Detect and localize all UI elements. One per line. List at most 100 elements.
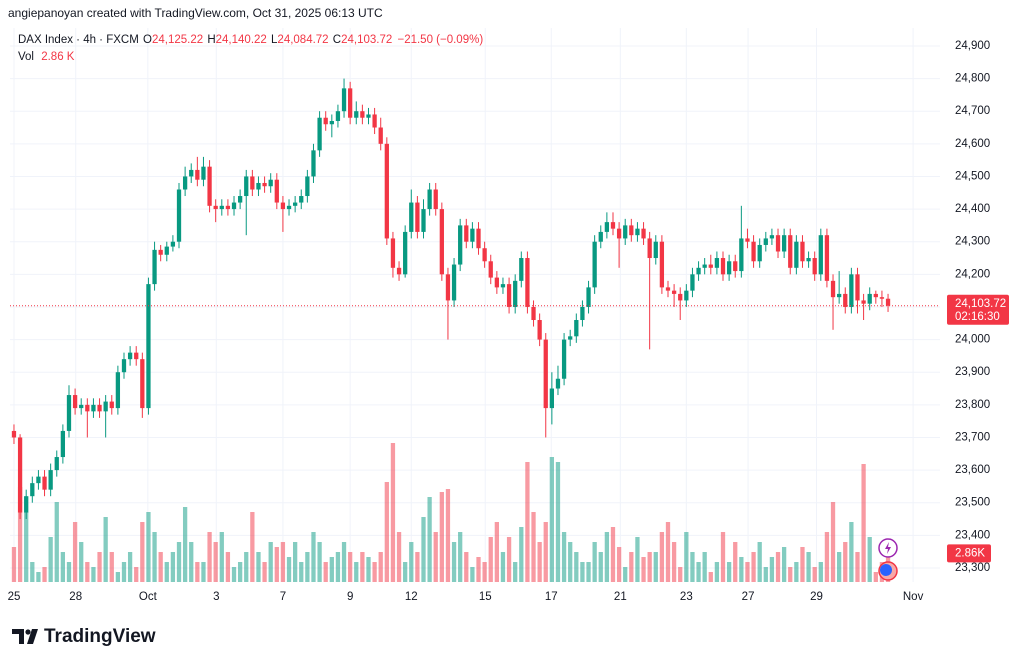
candle-body bbox=[335, 111, 341, 121]
volume-bar bbox=[24, 512, 29, 582]
candle-body bbox=[513, 280, 518, 307]
volume-bar bbox=[543, 522, 548, 582]
volume-bar bbox=[458, 532, 463, 582]
candle-body bbox=[763, 238, 768, 245]
volume-bar bbox=[445, 489, 451, 582]
legend-l: 24,084.72 bbox=[277, 34, 328, 46]
candle-body bbox=[274, 179, 279, 203]
candle-body bbox=[127, 352, 133, 360]
volume-bar bbox=[506, 537, 512, 582]
volume-bar bbox=[671, 542, 677, 582]
volume-bar bbox=[348, 552, 353, 582]
volume-bar bbox=[244, 552, 249, 582]
candle-body bbox=[769, 235, 775, 239]
volume-bar bbox=[684, 532, 689, 582]
candle-body bbox=[170, 241, 176, 247]
volume-bar bbox=[629, 552, 634, 582]
candle-body bbox=[121, 359, 127, 373]
volume-bar bbox=[335, 552, 341, 582]
volume-bar bbox=[305, 552, 310, 582]
y-tick-label: 23,800 bbox=[955, 399, 990, 411]
volume-bar bbox=[464, 552, 469, 582]
candle-body bbox=[189, 169, 194, 177]
legend-change: −21.50 (−0.09%) bbox=[397, 34, 483, 46]
candle-body bbox=[305, 176, 310, 197]
x-tick-label: 27 bbox=[742, 591, 755, 603]
y-tick-label: 23,500 bbox=[955, 497, 990, 509]
volume-bar bbox=[696, 562, 701, 582]
legend-symbol: DAX Index · 4h · FXCM bbox=[18, 34, 139, 46]
candle-body bbox=[586, 287, 591, 307]
candle-body bbox=[237, 196, 243, 203]
volume-bar bbox=[604, 532, 610, 582]
volume-bar bbox=[189, 542, 194, 582]
volume-bar bbox=[378, 552, 383, 582]
candle-body bbox=[445, 274, 451, 301]
candle-body bbox=[598, 231, 603, 242]
candle-body bbox=[36, 476, 41, 484]
volume-bar bbox=[54, 502, 59, 582]
volume-bar bbox=[170, 552, 176, 582]
candle-body bbox=[849, 274, 854, 307]
volume-bar bbox=[42, 567, 47, 582]
volume-bar bbox=[794, 562, 799, 582]
candle-body bbox=[616, 228, 622, 239]
y-tick-label: 24,600 bbox=[955, 138, 990, 150]
volume-bar bbox=[470, 567, 475, 582]
candle-body bbox=[354, 111, 359, 118]
y-tick-label: 24,200 bbox=[955, 268, 990, 280]
volume-bar bbox=[274, 547, 279, 582]
volume-bar bbox=[140, 522, 145, 582]
candle-body bbox=[861, 300, 866, 304]
candle-body bbox=[696, 267, 701, 275]
y-tick-label: 24,400 bbox=[955, 203, 990, 215]
volume-bar bbox=[225, 552, 231, 582]
y-tick-label: 24,300 bbox=[955, 236, 990, 248]
candle-body bbox=[726, 261, 732, 275]
candle-body bbox=[629, 225, 634, 236]
candle-body bbox=[415, 202, 420, 232]
candle-body bbox=[280, 202, 286, 210]
candle-body bbox=[824, 235, 830, 281]
volume-bar bbox=[641, 557, 646, 582]
volume-bar bbox=[788, 567, 793, 582]
x-tick-label: Oct bbox=[139, 591, 158, 603]
volume-bar bbox=[323, 562, 328, 582]
volume-legend-value: 2.86 K bbox=[41, 51, 75, 63]
candle-body bbox=[54, 457, 59, 471]
last-price-tag bbox=[947, 294, 1009, 325]
candle-body bbox=[176, 189, 182, 242]
volume-bar bbox=[11, 547, 17, 582]
candle-body bbox=[329, 120, 334, 125]
volume-bar bbox=[592, 542, 597, 582]
candle-body bbox=[24, 496, 29, 513]
candle-body bbox=[568, 336, 573, 340]
x-tick-label: 15 bbox=[479, 591, 492, 603]
volume-bar bbox=[598, 552, 603, 582]
volume-bar bbox=[103, 517, 108, 582]
volume-bar bbox=[525, 462, 530, 582]
candle-body bbox=[855, 274, 860, 301]
volume-bar bbox=[433, 532, 438, 582]
candle-body bbox=[427, 189, 432, 210]
volume-bar bbox=[341, 542, 347, 582]
y-tick-label: 23,900 bbox=[955, 366, 990, 378]
volume-bar bbox=[60, 552, 66, 582]
volume-bar bbox=[843, 542, 848, 582]
candle-body bbox=[525, 258, 530, 307]
candle-body bbox=[720, 258, 726, 275]
y-tick-label: 24,800 bbox=[955, 73, 990, 85]
candle-body bbox=[470, 228, 475, 242]
volume-bar bbox=[66, 562, 72, 582]
candle-body bbox=[207, 166, 212, 206]
x-tick-label: 9 bbox=[347, 591, 353, 603]
candle-body bbox=[476, 228, 481, 249]
candle-body bbox=[794, 241, 799, 268]
x-tick-label: 7 bbox=[280, 591, 286, 603]
volume-bar bbox=[85, 562, 90, 582]
volume-bar bbox=[158, 552, 163, 582]
candle-body bbox=[317, 117, 322, 151]
candle-body bbox=[702, 264, 707, 268]
x-tick-label: 28 bbox=[69, 591, 82, 603]
